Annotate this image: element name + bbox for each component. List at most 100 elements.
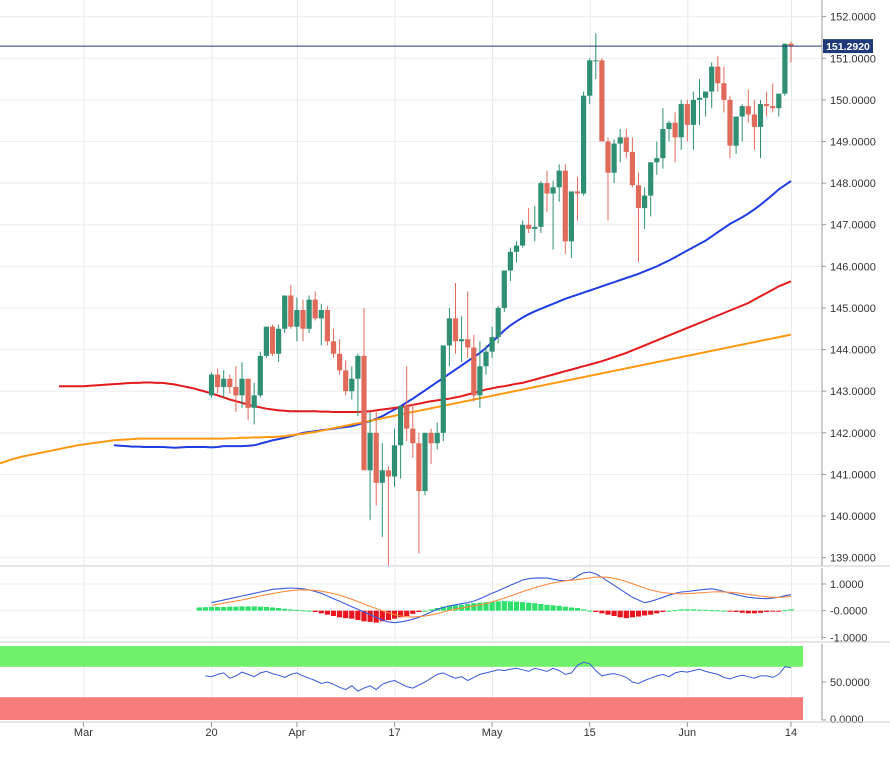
bullish-candle xyxy=(318,303,324,346)
time-tick-label: Mar xyxy=(74,727,93,739)
moving-average-line xyxy=(59,280,792,413)
bullish-candle xyxy=(654,141,660,175)
candle-body xyxy=(398,405,404,446)
candle-body xyxy=(782,43,788,94)
candle-body xyxy=(770,106,776,109)
candle-body xyxy=(337,353,343,371)
bullish-candle xyxy=(459,316,465,363)
rsi-tick-label: 0.0000 xyxy=(830,714,864,726)
macd-histogram-bar xyxy=(318,610,324,614)
macd-histogram-bar xyxy=(227,606,233,611)
bearish-candle xyxy=(373,412,379,506)
bearish-candle xyxy=(471,335,477,402)
macd-histogram-bar xyxy=(642,610,648,616)
bearish-candle xyxy=(745,89,751,123)
macd-histogram-bar xyxy=(715,610,721,612)
macd-histogram-bar xyxy=(574,608,581,611)
candle-body xyxy=(257,355,263,396)
candle-body xyxy=(416,443,422,492)
macd-histogram-bar xyxy=(251,606,257,611)
candle-body xyxy=(556,170,562,188)
price-axis-ticks: 152.0000 151.0000 150.0000 149.0000 148.0000… xyxy=(822,12,876,565)
macd-histogram-bar xyxy=(678,609,684,611)
macd-histogram-bar xyxy=(263,606,269,611)
candle-body xyxy=(538,183,544,227)
macd-histogram-bar xyxy=(367,610,373,622)
candle-body xyxy=(263,326,269,356)
macd-histogram-bar xyxy=(684,609,690,611)
macd-histogram-bar xyxy=(629,610,635,618)
bullish-candle xyxy=(495,305,501,344)
candle-body xyxy=(245,378,251,408)
candle-body xyxy=(227,378,233,388)
bearish-candle xyxy=(416,432,422,554)
macd-histogram-bar xyxy=(660,610,666,612)
candle-body xyxy=(513,245,520,252)
bullish-candle xyxy=(355,353,361,417)
bearish-candle xyxy=(721,66,727,113)
bullish-candle xyxy=(239,362,245,408)
macd-histogram-bar xyxy=(635,610,642,617)
bearish-candle xyxy=(715,56,721,92)
moving-average-lines xyxy=(0,180,792,465)
bullish-candle xyxy=(666,120,672,142)
candle-body xyxy=(587,60,593,96)
macd-histogram-bar xyxy=(739,610,745,613)
bullish-candle xyxy=(434,422,440,450)
price-tick-label: 146.0000 xyxy=(830,261,876,273)
candle-body xyxy=(221,378,227,388)
price-tick-label: 149.0000 xyxy=(830,137,876,149)
candle-body xyxy=(709,66,715,92)
bearish-candle xyxy=(623,129,629,159)
macd-histogram-bar xyxy=(593,610,599,612)
macd-histogram-bar xyxy=(532,603,538,611)
bullish-candle xyxy=(306,295,312,333)
price-tick-label: 147.0000 xyxy=(830,220,876,232)
time-tick-label: 15 xyxy=(584,727,596,739)
time-axis-ticks: Mar 20 Apr 17 May 15 Jun 14 xyxy=(74,722,797,739)
macd-histogram-bar xyxy=(513,601,520,611)
bullish-candle xyxy=(550,181,556,250)
bearish-candle xyxy=(629,137,635,188)
candle-body xyxy=(703,91,709,98)
bullish-candle xyxy=(221,370,227,398)
time-tick-label: Apr xyxy=(288,727,305,739)
candle-body xyxy=(385,470,391,477)
moving-average-line xyxy=(0,333,792,465)
candle-body xyxy=(343,370,349,392)
time-axis: Mar 20 Apr 17 May 15 Jun 14 xyxy=(0,721,890,739)
candle-body xyxy=(501,270,507,308)
macd-histogram-bar xyxy=(507,601,513,611)
candle-body xyxy=(422,432,428,492)
bearish-candle xyxy=(544,170,550,213)
bullish-candle xyxy=(398,405,404,479)
macd-histogram-bar xyxy=(611,610,617,616)
bullish-candle xyxy=(294,297,300,342)
candle-body xyxy=(776,93,782,109)
price-tick-label: 143.0000 xyxy=(830,386,876,398)
bearish-candle xyxy=(727,95,733,159)
macd-histogram-bar xyxy=(483,602,489,611)
bullish-candle xyxy=(251,382,257,425)
rsi-panel: 50.0000 0.0000 xyxy=(0,641,890,726)
candle-body xyxy=(721,83,727,100)
macd-histogram-bar xyxy=(446,605,452,611)
bullish-candle xyxy=(709,62,715,109)
macd-histogram-bar xyxy=(751,610,757,614)
bearish-candle xyxy=(770,83,776,113)
bearish-candle xyxy=(410,403,416,458)
macd-histogram-bar xyxy=(404,610,410,616)
main-panel-background xyxy=(0,0,822,566)
bullish-candle xyxy=(367,412,373,521)
candle-body xyxy=(495,307,501,338)
macd-histogram-bar xyxy=(654,610,660,614)
candle-body xyxy=(215,374,221,388)
macd-histogram-bar xyxy=(489,601,495,611)
bullish-candle xyxy=(422,432,428,496)
bullish-candle xyxy=(660,108,666,169)
candle-body xyxy=(605,141,611,173)
macd-histogram-bar xyxy=(520,602,526,611)
candle-body xyxy=(568,191,574,242)
bearish-candle xyxy=(300,299,306,342)
price-tick-label: 150.0000 xyxy=(830,95,876,107)
